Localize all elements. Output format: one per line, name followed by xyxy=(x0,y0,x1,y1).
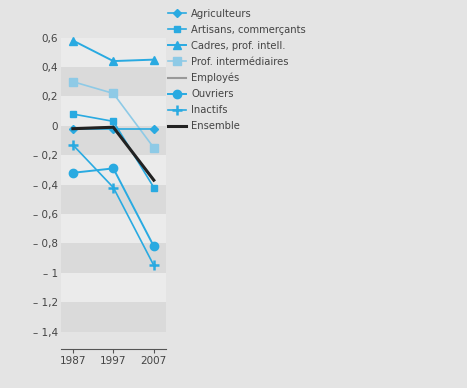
Legend: Agriculteurs, Artisans, commerçants, Cadres, prof. intell., Prof. intermédiaires: Agriculteurs, Artisans, commerçants, Cad… xyxy=(168,9,306,132)
Bar xyxy=(61,185,166,214)
Bar xyxy=(61,96,166,126)
Bar xyxy=(61,243,166,273)
Bar xyxy=(61,38,166,67)
Bar xyxy=(61,155,166,185)
Bar xyxy=(61,214,166,243)
Bar xyxy=(61,273,166,302)
Bar xyxy=(61,302,166,332)
Bar xyxy=(61,67,166,96)
Bar xyxy=(61,126,166,155)
